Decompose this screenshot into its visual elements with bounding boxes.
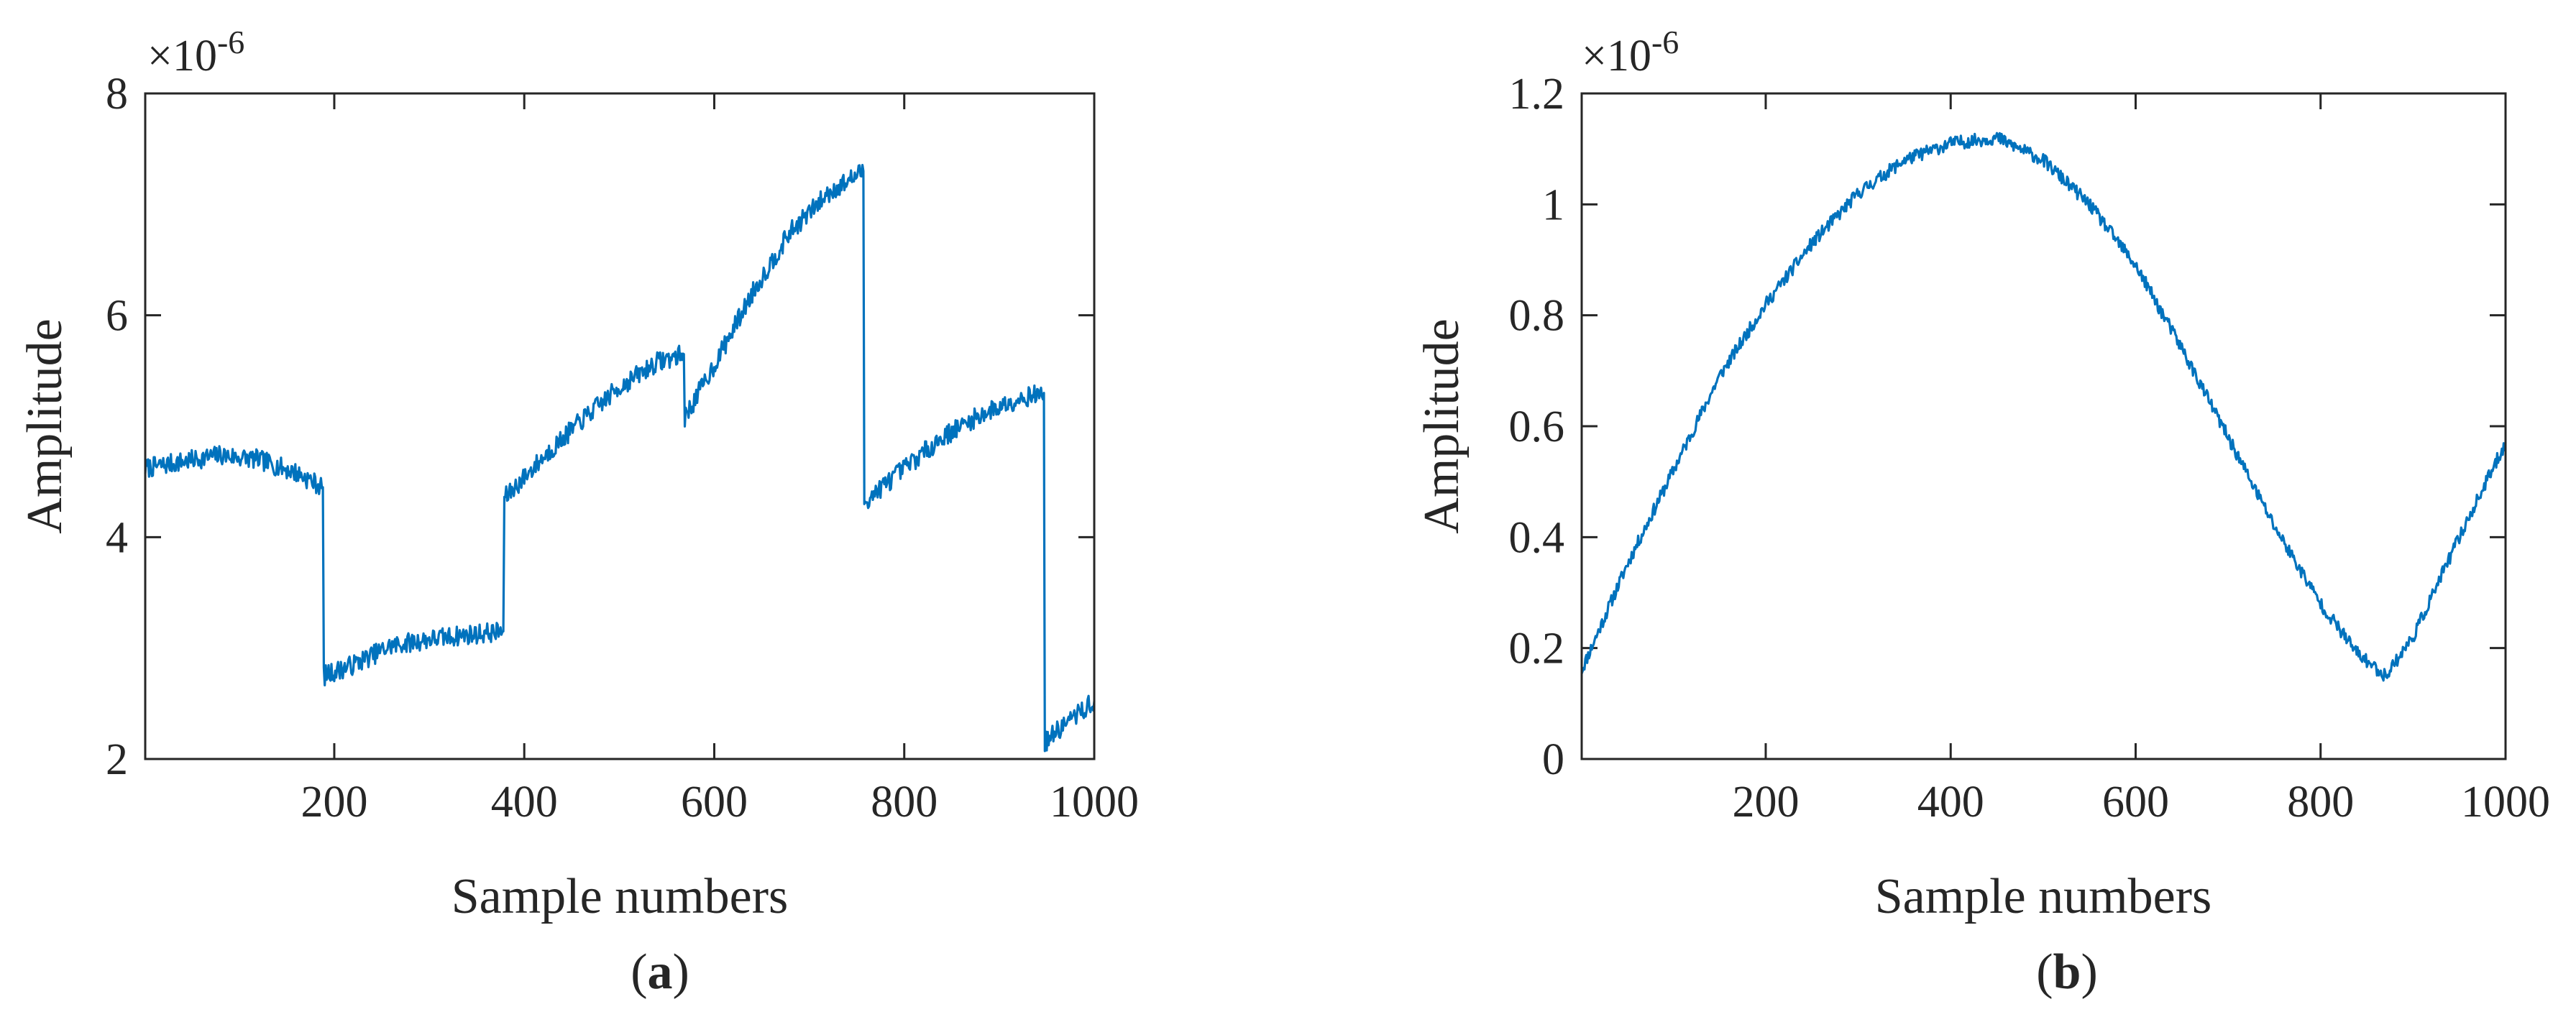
panel-b-y-tick-label: 0.2 — [1509, 625, 1565, 673]
panel-b-x-tick-label: 600 — [2102, 778, 2169, 827]
panel-b-y-exponent-prefix: ×10 — [1582, 32, 1651, 80]
panel-a-y-exponent-prefix: ×10 — [147, 32, 217, 80]
panel-a-caption: (a) — [631, 944, 689, 1000]
panel-b-caption-open: ( — [2036, 944, 2053, 1000]
panel-b-x-tick-label: 800 — [2287, 778, 2354, 827]
panel-b-axes-frame — [1580, 92, 2507, 760]
panel-a-x-axis-label: Sample numbers — [452, 869, 789, 924]
panel-a-y-tick-label: 8 — [106, 70, 128, 119]
panel-a-x-tick-label: 200 — [301, 778, 367, 827]
panel-a-y-exponent: ×10-6 — [147, 24, 244, 80]
panel-a-caption-letter: a — [648, 944, 673, 1000]
panel-b-y-exponent-power: -6 — [1651, 24, 1679, 60]
panel-b-y-exponent: ×10-6 — [1582, 24, 1679, 80]
panel-a-ticks: 200 400 600 800 1000 2 4 6 8 — [106, 70, 1139, 827]
panel-b-signal-line — [1580, 132, 2507, 682]
panel-b-y-tick-label: 0.6 — [1509, 402, 1565, 451]
panel-b: ×10-6 200 400 600 800 100000.20.40.60.811.2 … — [1414, 24, 2550, 1000]
panel-a-y-tick-label: 4 — [106, 513, 128, 562]
panel-b-y-tick-label: 0 — [1542, 735, 1564, 784]
panel-b-caption: (b) — [2036, 944, 2098, 1000]
panel-a: ×10-6 200 400 600 800 1000 2 4 6 8 Sample number… — [17, 24, 1139, 1000]
panel-b-x-tick-label: 1000 — [2461, 778, 2550, 827]
panel-a-y-tick-label: 6 — [106, 292, 128, 341]
panel-a-caption-close: ) — [673, 944, 689, 1000]
panel-a-axes-frame — [144, 92, 1096, 760]
panel-b-ticks: 200 400 600 800 1000 0 0.2 0.4 0.6 0.8 1 1.2 — [1509, 70, 2551, 827]
panel-b-y-tick-label: 1.2 — [1509, 70, 1565, 119]
panel-b-caption-close: ) — [2081, 944, 2097, 1000]
panel-b-caption-letter: b — [2053, 944, 2081, 1000]
panel-a-caption-open: ( — [631, 944, 647, 1000]
panel-b-x-tick-label: 200 — [1732, 778, 1799, 827]
panel-b-x-tick-label: 400 — [1917, 778, 1984, 827]
panel-a-signal-line — [144, 164, 1096, 753]
panel-a-x-tick-label: 600 — [681, 778, 748, 827]
panel-b-y-tick-label: 1 — [1542, 180, 1564, 229]
panel-a-y-axis-label: Amplitude — [17, 318, 73, 533]
panel-b-y-tick-label: 0.4 — [1509, 513, 1565, 562]
panel-b-x-axis-label: Sample numbers — [1875, 869, 2212, 924]
panel-a-x-tick-label: 400 — [491, 778, 558, 827]
panel-a-y-tick-label: 2 — [106, 735, 128, 784]
panel-b-y-tick-label: 0.8 — [1509, 292, 1565, 341]
panel-a-y-exponent-power: -6 — [217, 24, 244, 60]
panel-b-y-axis-label: Amplitude — [1414, 318, 1470, 533]
panel-a-x-tick-label: 1000 — [1050, 778, 1139, 827]
panel-a-x-tick-label: 800 — [871, 778, 938, 827]
